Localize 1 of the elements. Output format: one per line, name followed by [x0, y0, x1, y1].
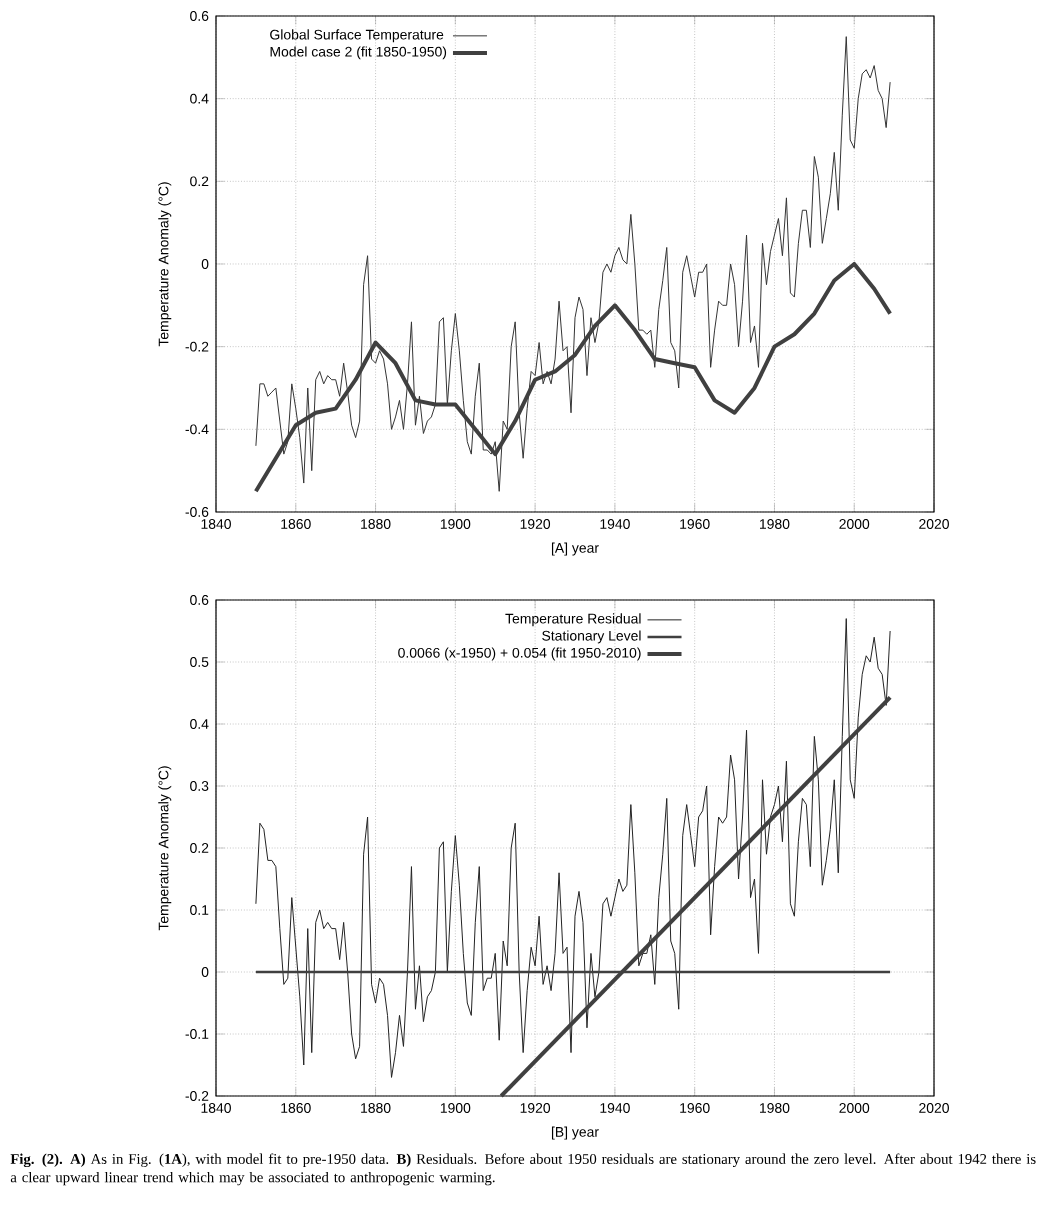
line-series — [253, 261, 893, 494]
